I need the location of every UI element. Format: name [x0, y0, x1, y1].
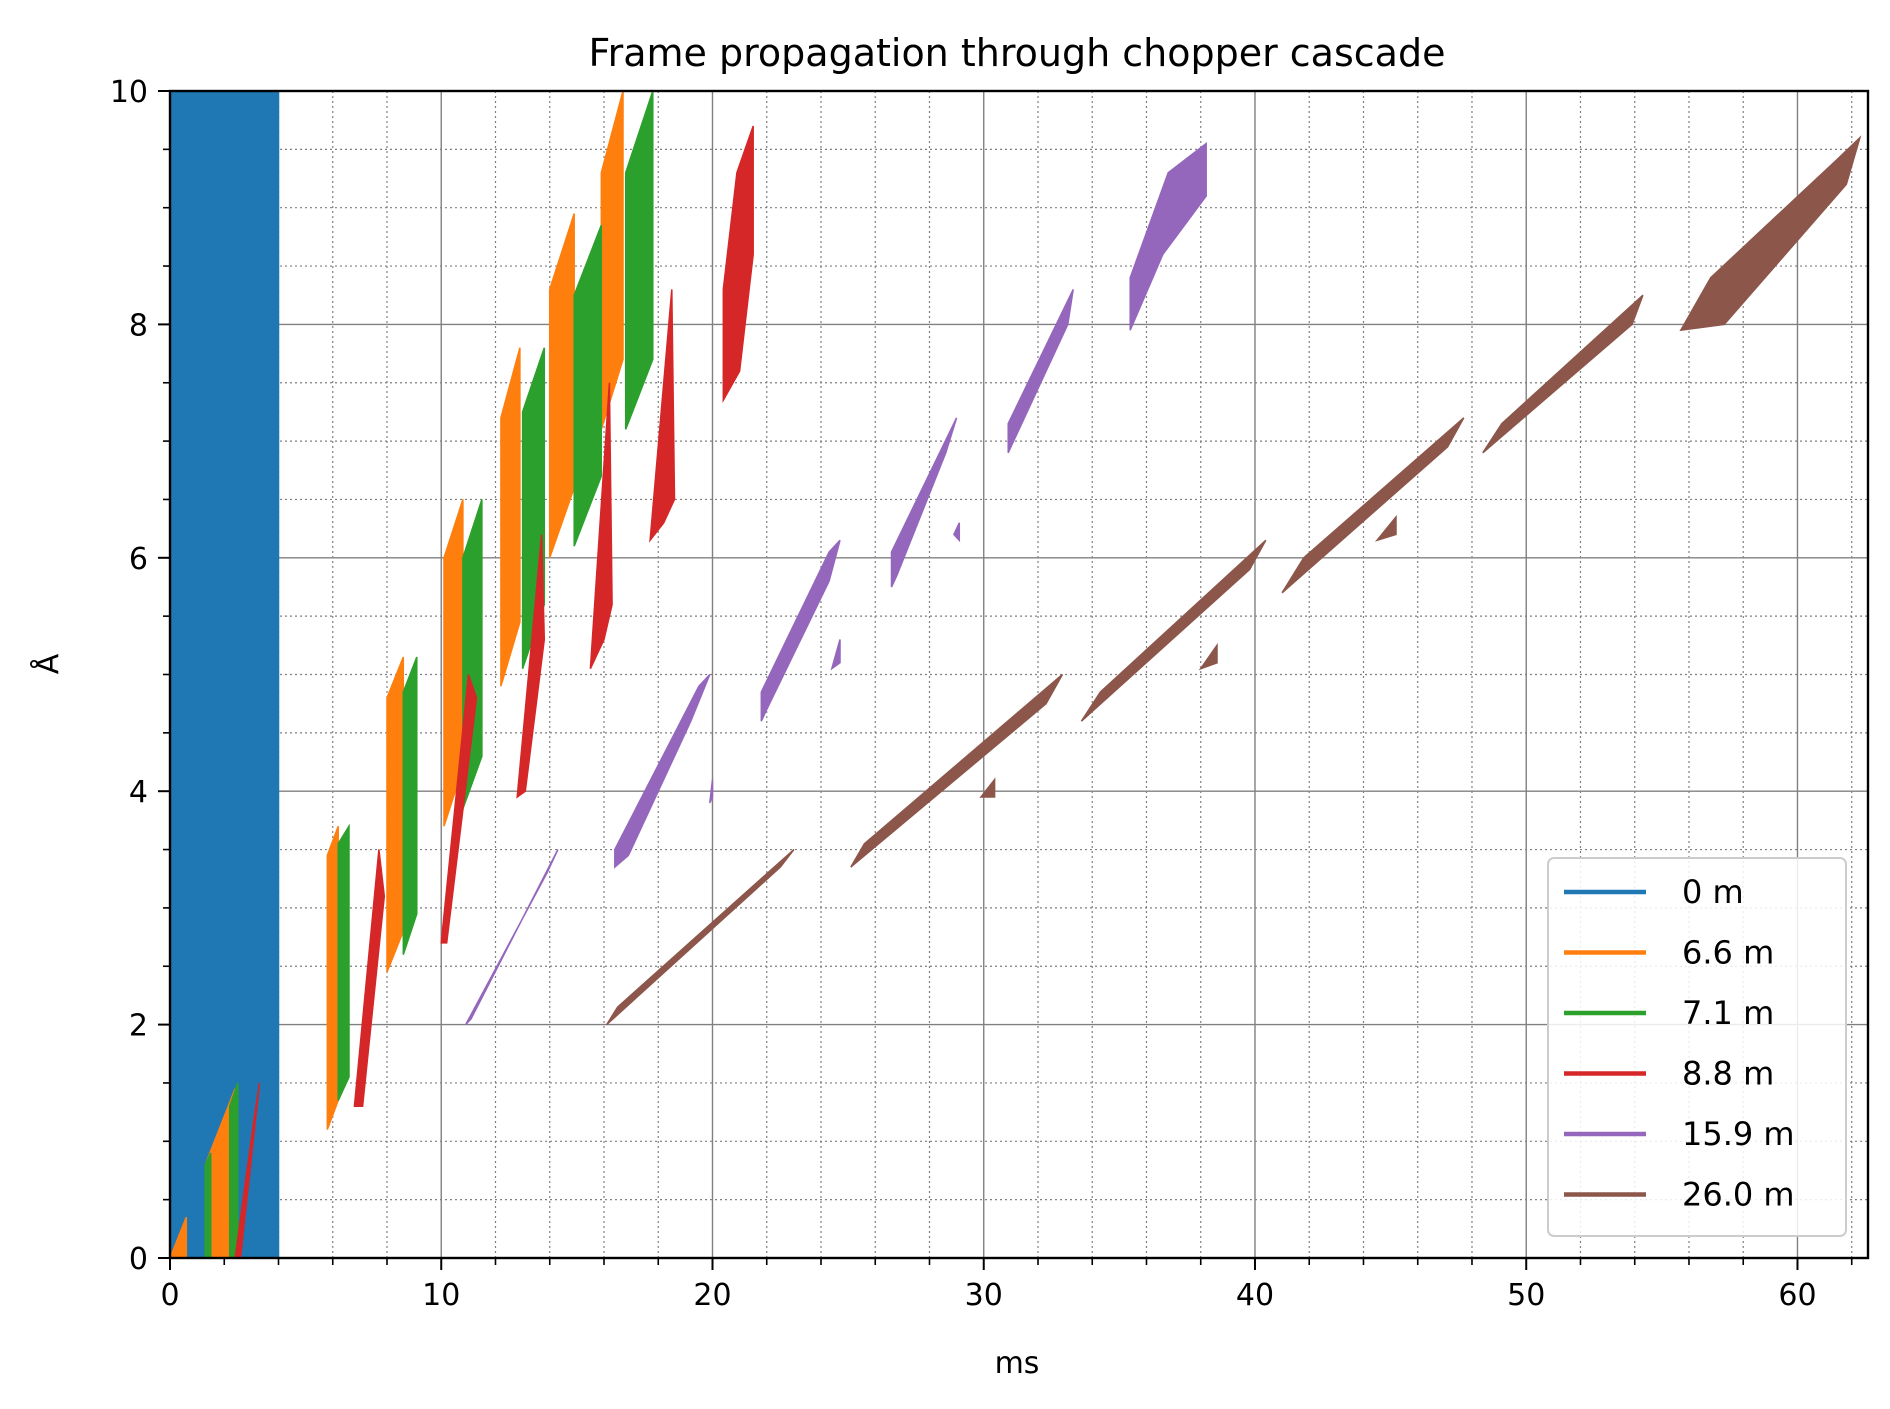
- frame-polygon-7.1 m: [337, 823, 350, 1101]
- x-tick-label: 20: [693, 1278, 731, 1313]
- y-tick-label: 10: [110, 75, 148, 110]
- frame-polygon-15.9 m: [614, 673, 711, 869]
- tick-labels: 0 10 20 30 40 50 60 0 2 4 6 8 10: [110, 75, 1817, 1313]
- frame-polygon-7.1 m: [228, 1082, 239, 1259]
- frame-polygon-8.8 m: [353, 849, 386, 1108]
- frame-polygon-26.0 m: [606, 848, 795, 1026]
- plot-area: [168, 90, 1862, 1259]
- frame-polygon-6.6 m: [500, 347, 521, 687]
- x-tick-label: 10: [422, 1278, 460, 1313]
- frame-polygon-15.9 m: [1007, 289, 1074, 454]
- legend-label: 15.9 m: [1682, 1115, 1795, 1153]
- frame-polygon-7.1 m: [573, 224, 603, 547]
- frame-polygon-26.0 m: [1198, 642, 1218, 671]
- x-tick-label: 0: [160, 1278, 179, 1313]
- x-axis-label: ms: [995, 1346, 1040, 1381]
- frame-polygon-7.1 m: [402, 656, 418, 955]
- x-tick-label: 40: [1236, 1278, 1274, 1313]
- legend-label: 0 m: [1682, 873, 1744, 911]
- legend: 0 m 6.6 m 7.1 m 8.8 m 15.9 m 26.0 m: [1547, 857, 1847, 1237]
- axis-ticks: [158, 90, 1853, 1270]
- frame-polygon-26.0 m: [1482, 294, 1644, 454]
- frame-polygon-26.0 m: [1374, 514, 1397, 542]
- y-tick-label: 4: [129, 775, 148, 810]
- y-axis-label: Å: [30, 653, 66, 674]
- frame-polygon-6.6 m: [326, 825, 339, 1130]
- x-tick-label: 60: [1778, 1278, 1816, 1313]
- frame-polygon-26.0 m: [1080, 539, 1267, 722]
- frame-polygon-8.8 m: [440, 674, 478, 944]
- frame-polygon-7.1 m: [204, 1152, 212, 1259]
- y-tick-label: 2: [129, 1009, 148, 1044]
- x-tick-label: 50: [1507, 1278, 1545, 1313]
- frame-polygon-15.9 m: [709, 779, 714, 804]
- frame-polygon-26.0 m: [979, 777, 996, 798]
- legend-label: 6.6 m: [1682, 934, 1774, 972]
- legend-label: 8.8 m: [1682, 1055, 1774, 1093]
- legend-label: 7.1 m: [1682, 994, 1774, 1032]
- frame-polygon-15.9 m: [890, 417, 958, 588]
- frame-polygon-26.0 m: [1281, 417, 1465, 594]
- frame-polygon-6.6 m: [386, 656, 405, 973]
- chart-title: Frame propagation through chopper cascad…: [589, 31, 1446, 75]
- frame-polygon-8.8 m: [516, 534, 546, 799]
- frame-polygon-15.9 m: [1129, 141, 1207, 331]
- frame-polygon-15.9 m: [760, 539, 841, 722]
- y-tick-label: 6: [129, 542, 148, 577]
- frame-polygon-7.1 m: [624, 90, 654, 430]
- frame-polygon-8.8 m: [722, 125, 754, 404]
- frame-polygon-15.9 m: [465, 849, 559, 1026]
- frame-polygon-6.6 m: [548, 213, 575, 559]
- frame-polygon-15.9 m: [953, 522, 961, 543]
- frame-polygon-26.0 m: [850, 673, 1064, 868]
- x-tick-label: 30: [965, 1278, 1003, 1313]
- frame-polygon-0 m: [169, 90, 280, 1259]
- frame-polygon-8.8 m: [649, 289, 676, 543]
- frame-polygon-26.0 m: [1679, 135, 1862, 332]
- frame-polygon-15.9 m: [830, 639, 841, 671]
- y-tick-label: 0: [129, 1242, 148, 1277]
- frame-polygon-8.8 m: [589, 382, 613, 670]
- legend-label: 26.0 m: [1682, 1176, 1795, 1214]
- y-tick-label: 8: [129, 308, 148, 343]
